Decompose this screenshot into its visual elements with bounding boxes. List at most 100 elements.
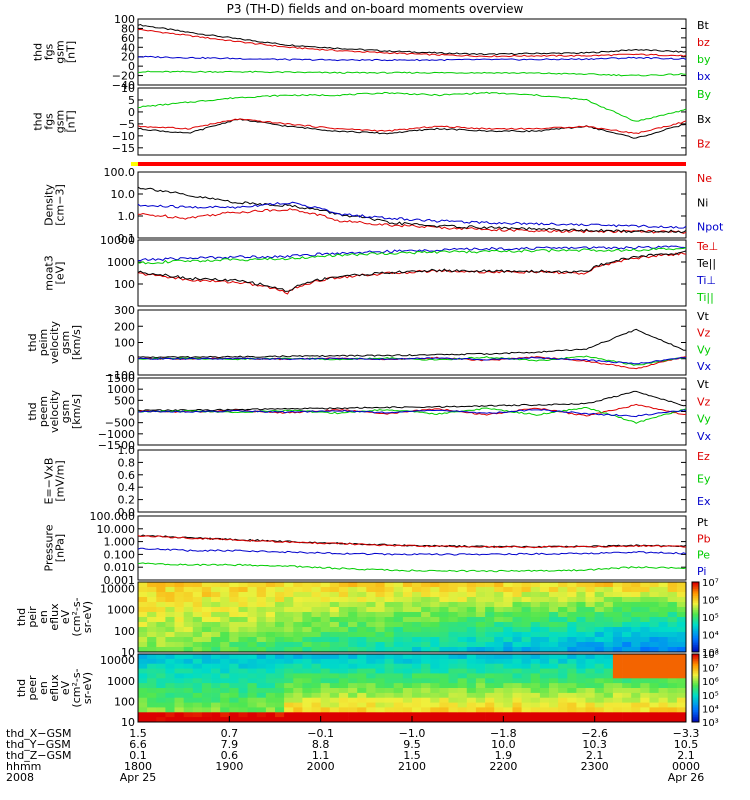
colorbar-cell <box>692 638 699 641</box>
heatmap-cell <box>402 673 413 679</box>
heatmap-cell <box>576 683 586 689</box>
colorbar-label: 10⁶ <box>702 677 719 688</box>
heatmap-cell <box>402 658 413 665</box>
heatmap-cell <box>549 637 559 643</box>
y-tick-label: 0.8 <box>118 456 136 469</box>
heatmap-cell <box>676 587 687 593</box>
colorbar-label: 10⁴ <box>702 704 719 715</box>
heatmap-cell <box>320 717 331 723</box>
colorbar-cell <box>692 627 699 630</box>
heatmap-cell <box>421 688 431 694</box>
heatmap-cell <box>247 592 258 598</box>
y-axis-label: thd <box>32 112 45 130</box>
colorbar-cell <box>692 650 699 653</box>
heatmap-cell <box>530 637 541 643</box>
panel-5: 3002001000−100thdpeimvelocitygsm[km/s]Vt… <box>26 304 712 382</box>
heatmap-cell <box>165 602 175 608</box>
heatmap-cell <box>521 612 532 618</box>
colorbar-cell <box>692 684 699 687</box>
heatmap-cell <box>649 668 659 674</box>
heatmap-cell <box>631 592 641 598</box>
heatmap-cell <box>165 697 175 703</box>
heatmap-cell <box>439 654 449 660</box>
heatmap-cell <box>275 678 285 684</box>
heatmap-cell <box>503 654 513 660</box>
heatmap-cell <box>165 642 175 648</box>
heatmap-cell <box>658 683 669 689</box>
y-axis-label: thd <box>26 402 39 420</box>
y-tick-label: 0.001 <box>104 574 136 587</box>
heatmap-cell <box>183 658 194 665</box>
heatmap-cell <box>256 582 267 588</box>
heatmap-cell <box>238 683 248 689</box>
heatmap-cell <box>375 673 385 679</box>
heatmap-cell <box>585 637 595 643</box>
heatmap-cell <box>375 692 385 699</box>
heatmap-cell <box>229 717 239 723</box>
heatmap-cell <box>676 582 687 588</box>
heatmap-cell <box>156 592 166 598</box>
heatmap-cell <box>439 632 449 638</box>
heatmap-cell <box>457 712 468 718</box>
heatmap-cell <box>211 683 221 689</box>
heatmap-cell <box>256 597 267 603</box>
heatmap-cell <box>421 673 431 679</box>
heatmap-cell <box>183 692 194 699</box>
heatmap-cell <box>485 642 495 648</box>
heatmap-cell <box>466 692 477 699</box>
heatmap-cell <box>485 702 495 708</box>
heatmap-cell <box>658 632 669 638</box>
heatmap-cell <box>558 658 568 665</box>
colorbar-cell <box>692 606 699 609</box>
heatmap-cell <box>165 632 175 638</box>
heatmap-cell <box>603 717 614 723</box>
x-tick-label: Apr 25 <box>120 771 157 784</box>
y-tick-label: 300 <box>114 304 135 317</box>
heatmap-cell <box>320 627 331 633</box>
heatmap-cell <box>475 688 486 694</box>
panel-frame <box>137 449 687 513</box>
heatmap-cell <box>311 587 321 593</box>
x-tick-label: 1900 <box>215 760 243 773</box>
heatmap-cell <box>676 647 687 653</box>
heatmap-cell <box>338 597 349 603</box>
heatmap-cell <box>357 683 367 689</box>
heatmap-cell <box>594 697 605 703</box>
heatmap-cell <box>558 642 568 648</box>
heatmap-cell <box>265 637 276 643</box>
heatmap-cell <box>475 712 486 718</box>
y-tick-label: −20 <box>112 70 135 83</box>
heatmap-cell <box>311 717 321 723</box>
heatmap-cell <box>640 663 650 669</box>
heatmap-cell <box>430 642 440 648</box>
heatmap-cell <box>138 642 148 648</box>
heatmap-cell <box>192 647 203 653</box>
heatmap-cell <box>439 697 449 703</box>
heatmap-cell <box>265 688 276 694</box>
legend-entry: Vx <box>697 430 712 443</box>
heatmap-cell <box>585 602 595 608</box>
y-tick-label: −15 <box>112 142 135 155</box>
heatmap-cell <box>612 692 623 699</box>
heatmap-cell <box>348 632 358 638</box>
heatmap-cell <box>238 668 248 674</box>
legend-entry: bz <box>697 36 710 49</box>
heatmap-cell <box>457 702 468 708</box>
heatmap-cell <box>165 587 175 593</box>
colorbar-label: 10⁶ <box>702 596 719 607</box>
y-tick-label: 10 <box>121 82 135 95</box>
heatmap-cell <box>211 663 221 669</box>
x-tick-label: 2300 <box>581 760 609 773</box>
heatmap-cell <box>229 654 239 660</box>
heatmap-cell <box>265 683 276 689</box>
heatmap-cell <box>567 673 577 679</box>
heatmap-cell <box>201 612 212 618</box>
heatmap-cell <box>183 622 194 628</box>
heatmap-cell <box>512 612 522 618</box>
heatmap-cell <box>512 642 522 648</box>
heatmap-cell <box>676 592 687 598</box>
heatmap-cell <box>229 587 239 593</box>
heatmap-cell <box>658 642 669 648</box>
heatmap-cell <box>594 658 605 665</box>
heatmap-cell <box>156 582 166 588</box>
